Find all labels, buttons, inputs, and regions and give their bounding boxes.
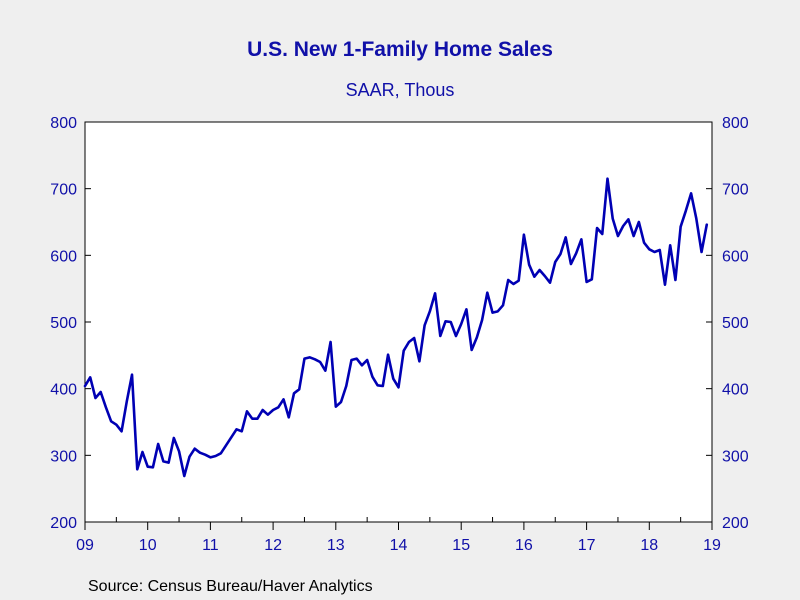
x-tick-label: 18 xyxy=(640,537,658,554)
left-y-tick-label: 200 xyxy=(50,515,77,532)
plot-area xyxy=(84,121,713,523)
x-tick-label: 17 xyxy=(578,537,596,554)
x-tick-label: 13 xyxy=(327,537,345,554)
x-tick-label: 09 xyxy=(76,537,94,554)
right-y-tick-label: 200 xyxy=(722,515,749,532)
x-tick-label: 14 xyxy=(390,537,408,554)
x-tick-label: 16 xyxy=(515,537,533,554)
source-note: Source: Census Bureau/Haver Analytics xyxy=(88,578,373,595)
right-y-tick-label: 300 xyxy=(722,448,749,465)
left-y-axis: 200 300 400 500 600 700 800 xyxy=(50,115,91,532)
left-y-tick-label: 500 xyxy=(50,315,77,332)
right-y-tick-label: 800 xyxy=(722,115,749,132)
x-tick-label: 12 xyxy=(264,537,282,554)
right-y-tick-label: 600 xyxy=(722,248,749,265)
x-axis: 09 10 11 12 13 14 15 16 17 18 19 xyxy=(76,517,721,554)
right-y-tick-label: 400 xyxy=(722,382,749,399)
x-tick-label: 15 xyxy=(452,537,470,554)
x-tick-label: 10 xyxy=(139,537,157,554)
left-y-tick-label: 600 xyxy=(50,248,77,265)
chart-subtitle: SAAR, Thous xyxy=(345,80,455,100)
left-y-tick-label: 400 xyxy=(50,382,77,399)
left-y-tick-label: 800 xyxy=(50,115,77,132)
x-tick-label: 11 xyxy=(202,537,219,554)
right-y-axis: 200 300 400 500 600 700 800 xyxy=(706,115,749,532)
right-y-tick-label: 700 xyxy=(722,182,749,199)
x-tick-label: 19 xyxy=(703,537,721,554)
series-group xyxy=(83,177,709,478)
series-line-0 xyxy=(83,177,709,478)
left-y-tick-label: 300 xyxy=(50,448,77,465)
chart-title: U.S. New 1-Family Home Sales xyxy=(247,38,553,61)
left-y-tick-label: 700 xyxy=(50,182,77,199)
right-y-tick-label: 500 xyxy=(722,315,749,332)
